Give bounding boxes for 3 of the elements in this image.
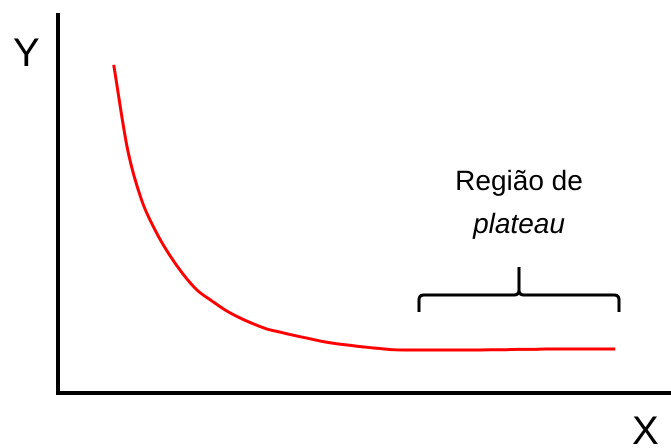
x-axis-title: X bbox=[632, 409, 659, 448]
y-axis-title: Y bbox=[13, 31, 40, 75]
annotation: Região de plateau bbox=[454, 164, 584, 241]
